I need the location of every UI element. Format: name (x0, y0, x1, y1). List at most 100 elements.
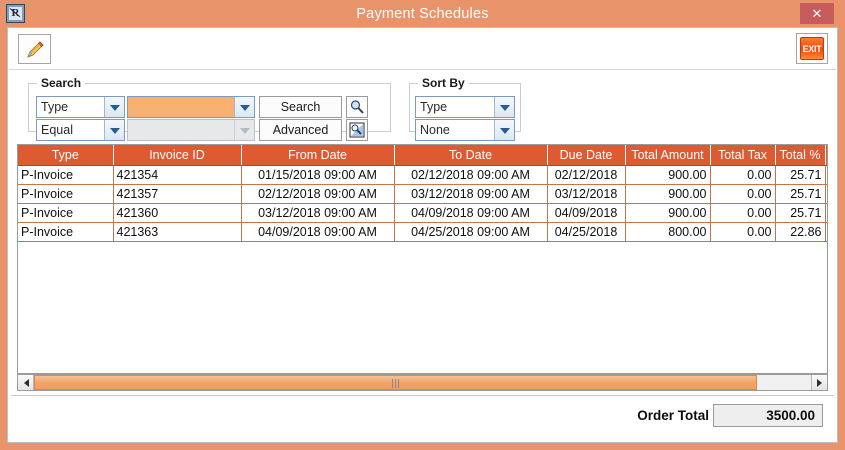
cell-from-date: 04/09/2018 09:00 AM (241, 222, 395, 242)
chevron-down-icon (494, 97, 514, 117)
sort-group-legend: Sort By (422, 76, 465, 90)
advanced-search-icon (349, 122, 365, 138)
chevron-down-icon (234, 97, 254, 117)
cell-invoice-id: 421357 (113, 184, 242, 204)
cell-due-date: 03/12/2018 (547, 184, 626, 204)
scrollbar-thumb[interactable] (34, 375, 757, 390)
advanced-button[interactable]: Advanced (259, 119, 342, 141)
grid-header-row: Type Invoice ID From Date To Date Due Da… (18, 145, 827, 166)
search-button[interactable]: Search (259, 96, 342, 118)
cell-total-tax: 0.00 (710, 222, 776, 242)
cell-invoice-date: 02/12/2018 (825, 165, 827, 185)
cell-invoice-date: 04/25/2018 (825, 222, 827, 242)
cell-type: P-Invoice (18, 203, 114, 223)
scrollbar-track[interactable] (34, 375, 811, 390)
cell-due-date: 04/09/2018 (547, 203, 626, 223)
exit-button[interactable]: EXIT (796, 33, 828, 64)
exit-button-label: EXIT (800, 37, 824, 60)
cell-total-pct: 22.86 (775, 222, 826, 242)
cell-due-date: 04/25/2018 (547, 222, 626, 242)
grid-table: Type Invoice ID From Date To Date Due Da… (18, 145, 827, 242)
magnifier-icon (350, 100, 364, 114)
scroll-left-arrow-icon[interactable] (18, 375, 34, 390)
grid-body: P-Invoice 421354 01/15/2018 09:00 AM 02/… (18, 165, 827, 242)
cell-invoice-id: 421363 (113, 222, 242, 242)
grid-empty-area (18, 242, 827, 374)
footer: Order Total 3500.00 (11, 395, 834, 439)
cell-from-date: 02/12/2018 09:00 AM (241, 184, 395, 204)
table-row[interactable]: P-Invoice 421360 03/12/2018 09:00 AM 04/… (18, 203, 827, 223)
cell-due-date: 02/12/2018 (547, 165, 626, 185)
chevron-down-icon (494, 120, 514, 140)
cell-invoice-id: 421360 (113, 203, 242, 223)
pencil-icon (27, 41, 44, 58)
column-header-total-pct[interactable]: Total % (775, 145, 826, 166)
column-header-invoice-id[interactable]: Invoice ID (113, 145, 242, 166)
cell-total-tax: 0.00 (710, 165, 776, 185)
cell-to-date: 04/09/2018 09:00 AM (394, 203, 548, 223)
cell-type: P-Invoice (18, 165, 114, 185)
cell-total-pct: 25.71 (775, 184, 826, 204)
search-value-text (128, 97, 234, 117)
filter-strip: Search Sort By Type Equal (9, 70, 836, 142)
cell-to-date: 03/12/2018 09:00 AM (394, 184, 548, 204)
column-header-total-tax[interactable]: Total Tax (710, 145, 776, 166)
search-value-select[interactable] (127, 96, 255, 118)
scrollbar-grip-icon (392, 378, 400, 388)
column-header-type[interactable]: Type (18, 145, 114, 166)
scroll-right-arrow-icon[interactable] (811, 375, 827, 390)
cell-invoice-date: 03/12/2018 (825, 184, 827, 204)
cell-total-pct: 25.71 (775, 203, 826, 223)
column-header-total-amount[interactable]: Total Amount (625, 145, 711, 166)
sort-primary-value: Type (420, 100, 448, 114)
grid-header: Type Invoice ID From Date To Date Due Da… (18, 145, 827, 166)
cell-total-amount: 800.00 (625, 222, 711, 242)
column-header-from-date[interactable]: From Date (241, 145, 395, 166)
cell-total-pct: 25.71 (775, 165, 826, 185)
chevron-down-icon (234, 120, 254, 140)
table-row[interactable]: P-Invoice 421354 01/15/2018 09:00 AM 02/… (18, 165, 827, 185)
table-row[interactable]: P-Invoice 421363 04/09/2018 09:00 AM 04/… (18, 222, 827, 242)
cell-to-date: 02/12/2018 09:00 AM (394, 165, 548, 185)
title-bar: R Payment Schedules ✕ (0, 0, 845, 27)
order-total-value: 3500.00 (713, 404, 823, 427)
sort-primary-select[interactable]: Type (415, 96, 515, 118)
toolbar: EXIT (9, 29, 836, 70)
column-header-invoice-date[interactable]: Invoice Date (825, 145, 827, 166)
cell-total-amount: 900.00 (625, 203, 711, 223)
chevron-down-icon (104, 97, 124, 117)
cell-invoice-id: 421354 (113, 165, 242, 185)
column-header-due-date[interactable]: Due Date (547, 145, 626, 166)
search-operator-select[interactable]: Equal (36, 119, 125, 141)
table-row[interactable]: P-Invoice 421357 02/12/2018 09:00 AM 03/… (18, 184, 827, 204)
column-header-to-date[interactable]: To Date (394, 145, 548, 166)
search-operator-value: Equal (41, 123, 73, 137)
chevron-down-icon (104, 120, 124, 140)
edit-button[interactable] (18, 34, 51, 64)
sort-secondary-value: None (420, 123, 450, 137)
cell-to-date: 04/25/2018 09:00 AM (394, 222, 548, 242)
window-title: Payment Schedules (356, 5, 489, 22)
search-value2-select (127, 119, 255, 141)
client-area: EXIT Search Sort By Type Equal (8, 28, 837, 442)
cell-invoice-date: 04/09/2018 (825, 203, 827, 223)
cell-from-date: 03/12/2018 09:00 AM (241, 203, 395, 223)
close-button[interactable]: ✕ (800, 3, 834, 24)
search-field-value: Type (41, 100, 69, 114)
sort-secondary-select[interactable]: None (415, 119, 515, 141)
payment-schedules-grid[interactable]: Type Invoice ID From Date To Date Due Da… (17, 144, 828, 374)
search-field-select[interactable]: Type (36, 96, 125, 118)
search-icon-button[interactable] (346, 96, 368, 118)
cell-from-date: 01/15/2018 09:00 AM (241, 165, 395, 185)
advanced-search-icon-button[interactable] (346, 119, 368, 141)
grid-horizontal-scrollbar[interactable] (17, 374, 828, 391)
cell-type: P-Invoice (18, 222, 114, 242)
cell-type: P-Invoice (18, 184, 114, 204)
search-group-legend: Search (41, 76, 82, 90)
app-icon: R (6, 4, 25, 23)
order-total-label: Order Total (637, 408, 709, 423)
search-value2-text (128, 120, 234, 140)
cell-total-amount: 900.00 (625, 184, 711, 204)
cell-total-amount: 900.00 (625, 165, 711, 185)
